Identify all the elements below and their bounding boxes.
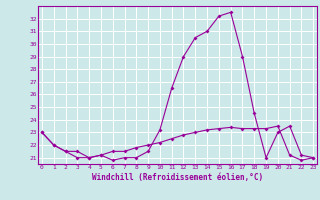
X-axis label: Windchill (Refroidissement éolien,°C): Windchill (Refroidissement éolien,°C) [92,173,263,182]
